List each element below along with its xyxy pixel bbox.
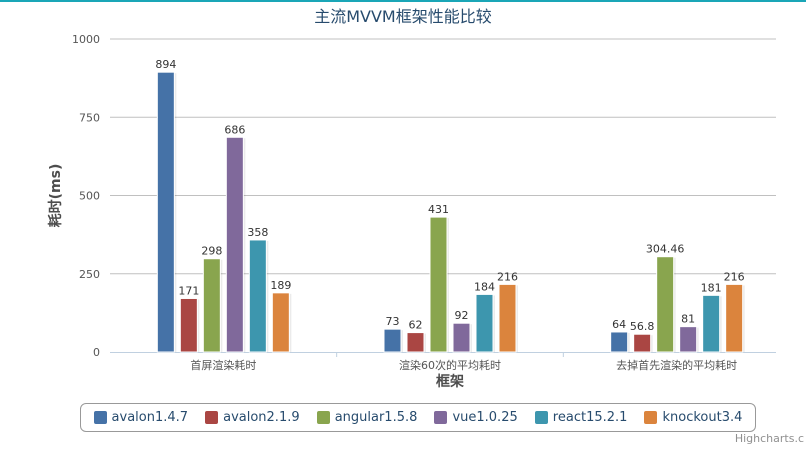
x-tick-label: 首屏渲染耗时 — [190, 358, 256, 372]
y-axis-title: 耗时(ms) — [47, 164, 64, 228]
legend-swatch — [316, 411, 330, 424]
bar-avalon1.4.7 — [610, 331, 629, 353]
bar-angular1.5.8 — [202, 258, 221, 353]
bar-vue1.0.25 — [679, 326, 698, 353]
data-label: 298 — [201, 245, 222, 258]
data-label: 81 — [681, 313, 695, 326]
legend-label: avalon1.4.7 — [111, 410, 189, 425]
data-label: 56.8 — [630, 320, 655, 333]
chart-title: 主流MVVM框架性能比较 — [314, 7, 492, 26]
data-label: 171 — [178, 284, 199, 297]
bar-angular1.5.8 — [429, 216, 448, 353]
bar-avalon2.1.9 — [179, 297, 198, 353]
bar-react15.2.1 — [475, 293, 494, 353]
data-label: 216 — [497, 270, 518, 283]
data-label: 64 — [612, 318, 626, 331]
data-label: 216 — [724, 270, 745, 283]
y-tick-label: 1000 — [72, 33, 100, 46]
data-label: 62 — [409, 319, 423, 332]
bar-avalon1.4.7 — [156, 71, 175, 353]
legend-label: knockout3.4 — [662, 410, 743, 425]
y-tick-label: 0 — [93, 346, 100, 359]
data-label: 73 — [386, 315, 400, 328]
legend-swatch — [644, 411, 658, 424]
y-tick-label: 500 — [79, 190, 100, 203]
data-label: 92 — [455, 309, 469, 322]
bar-knockout3.4 — [498, 283, 517, 353]
legend-swatch — [434, 411, 448, 424]
legend-label: vue1.0.25 — [452, 410, 518, 425]
legend-label: angular1.5.8 — [334, 410, 418, 425]
data-label: 189 — [270, 279, 291, 292]
legend-item-avalon2.1.9[interactable]: avalon2.1.9 — [205, 410, 300, 425]
credits-link[interactable]: Highcharts.c — [734, 432, 804, 445]
y-tick-label: 250 — [79, 268, 100, 281]
data-label: 431 — [428, 203, 449, 216]
data-label: 358 — [247, 226, 268, 239]
bar-react15.2.1 — [702, 294, 721, 353]
x-tick-label: 渲染60次的平均耗时 — [399, 358, 501, 372]
data-label: 304.46 — [646, 243, 685, 256]
legend-item-react15.2.1[interactable]: react15.2.1 — [534, 410, 628, 425]
legend-swatch — [534, 411, 548, 424]
bar-avalon2.1.9 — [406, 332, 425, 353]
y-tick-label: 750 — [79, 111, 100, 124]
legend-label: avalon2.1.9 — [223, 410, 300, 425]
legend-item-knockout3.4[interactable]: knockout3.4 — [644, 410, 742, 425]
bar-knockout3.4 — [725, 283, 744, 353]
legend-swatch — [205, 411, 219, 424]
bar-react15.2.1 — [248, 239, 267, 353]
top-border — [0, 0, 806, 2]
legend-label: react15.2.1 — [552, 410, 628, 425]
bar-angular1.5.8 — [656, 256, 675, 353]
bar-vue1.0.25 — [225, 136, 244, 353]
legend-item-vue1.0.25[interactable]: vue1.0.25 — [434, 410, 518, 425]
data-label: 184 — [474, 280, 495, 293]
bar-avalon2.1.9 — [633, 333, 652, 353]
legend-swatch — [93, 411, 107, 424]
data-label: 686 — [224, 123, 245, 136]
bar-avalon1.4.7 — [383, 328, 402, 353]
legend-item-avalon1.4.7[interactable]: avalon1.4.7 — [93, 410, 189, 425]
bar-knockout3.4 — [271, 292, 290, 353]
x-axis-title: 框架 — [436, 373, 464, 390]
data-label: 181 — [701, 281, 722, 294]
x-tick-label: 去掉首先渲染的平均耗时 — [616, 358, 737, 372]
legend-item-angular1.5.8[interactable]: angular1.5.8 — [316, 410, 418, 425]
legend: avalon1.4.7 avalon2.1.9 angular1.5.8 vue1.0… — [80, 403, 756, 432]
bar-vue1.0.25 — [452, 322, 471, 353]
data-label: 894 — [155, 58, 176, 71]
